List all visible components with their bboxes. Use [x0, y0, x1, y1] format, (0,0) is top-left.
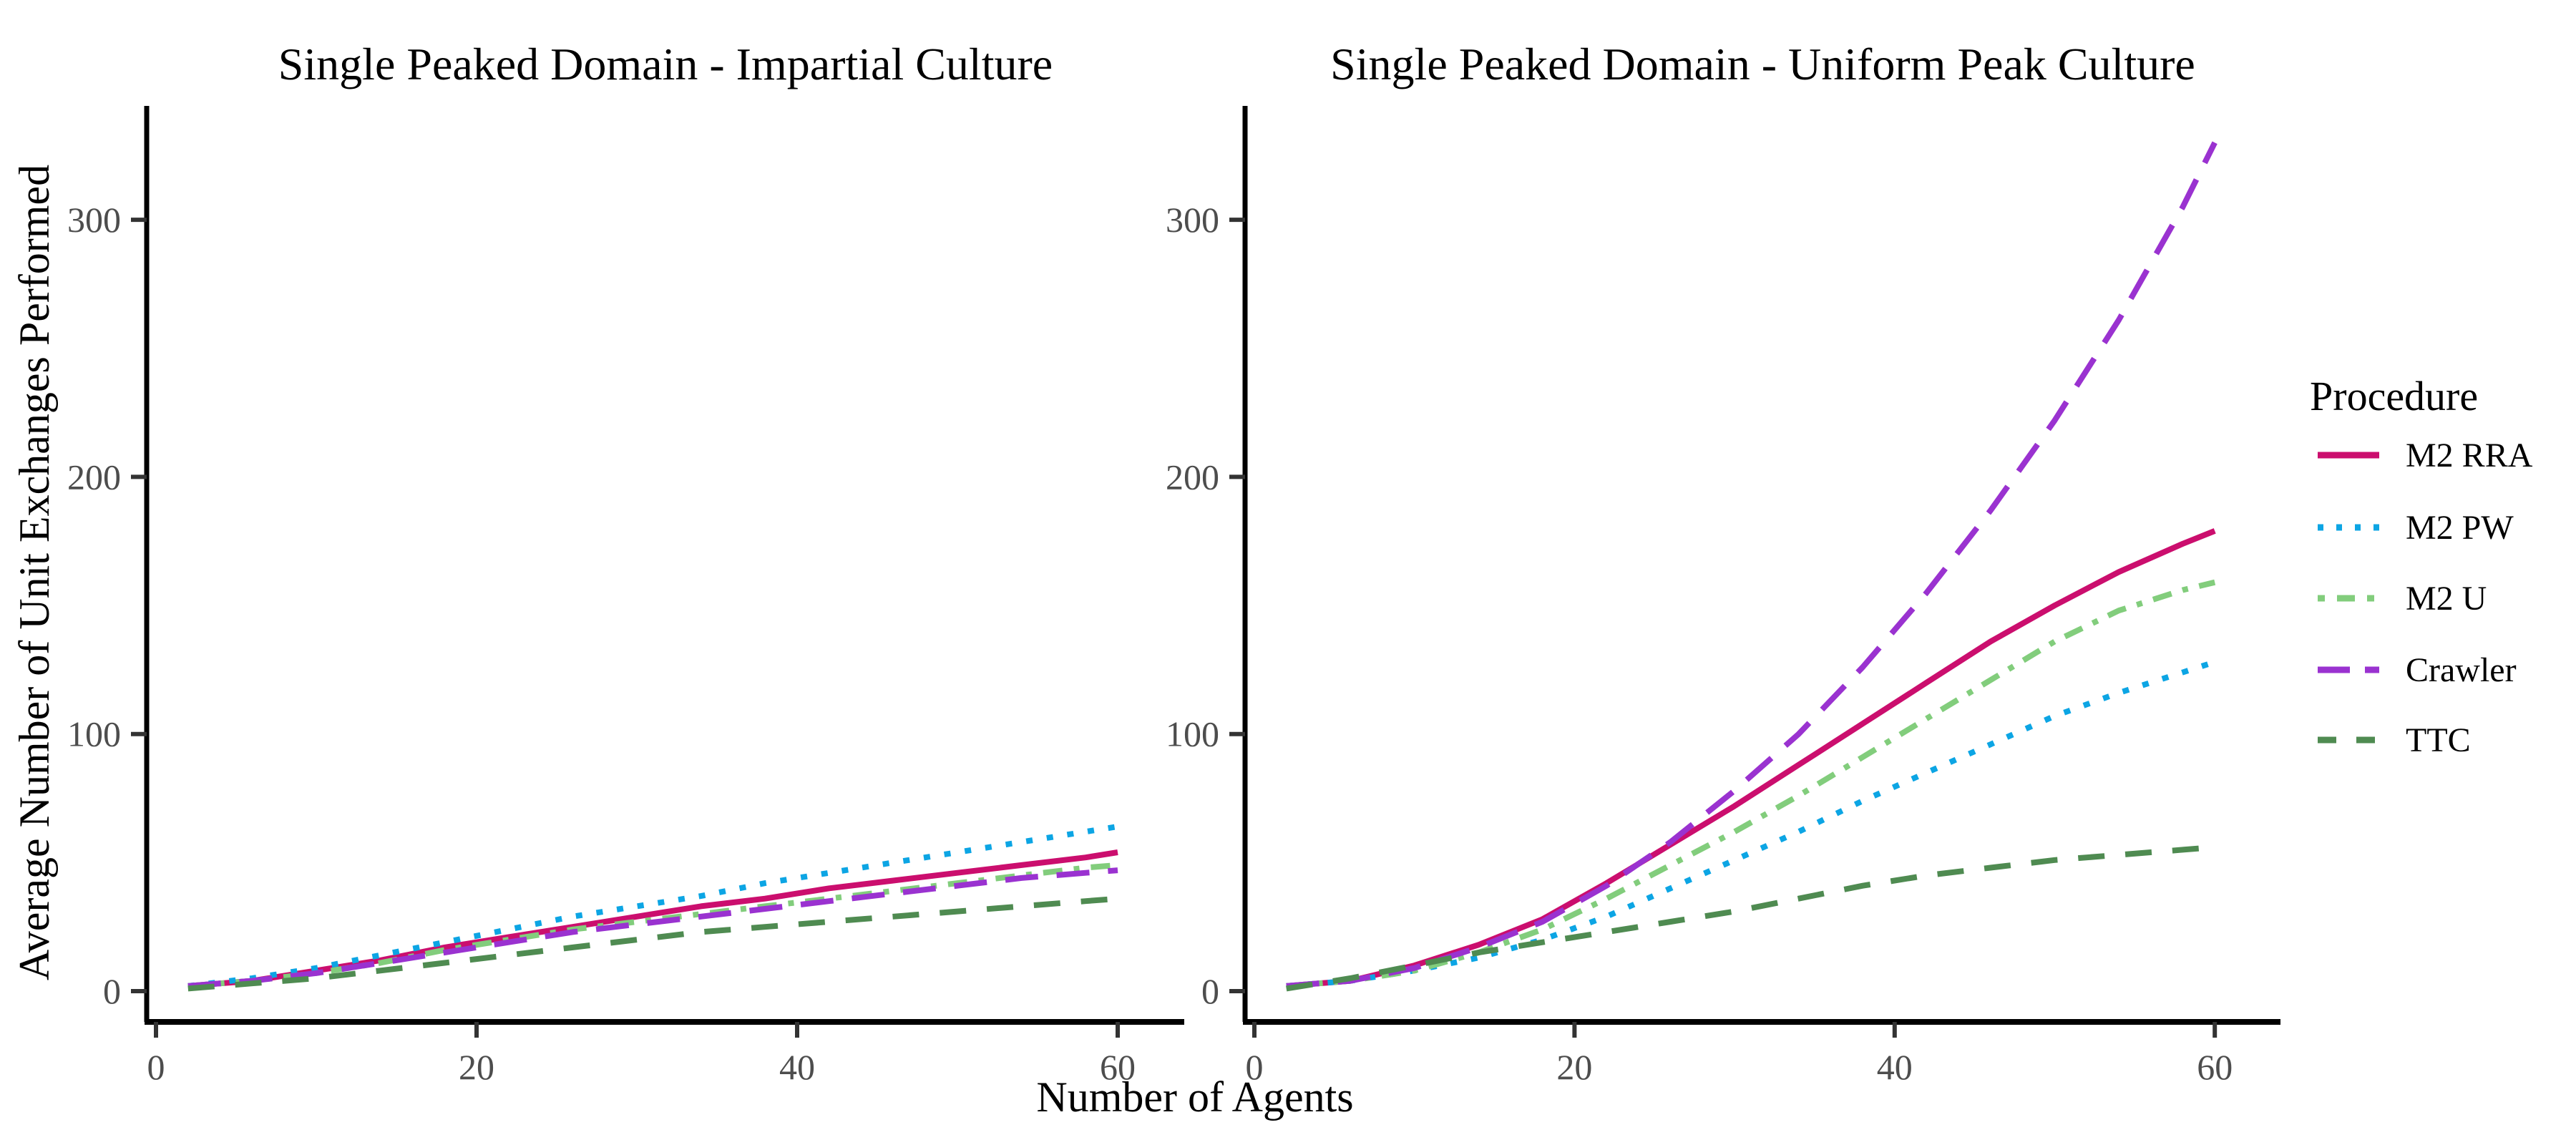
series-line-ttc [187, 895, 1118, 992]
x-tick-label: 40 [779, 1047, 815, 1087]
series-line-m2-pw [187, 824, 1118, 989]
x-tick-label: 0 [1246, 1047, 1264, 1087]
series-line-m2-rra [1286, 528, 2216, 989]
x-tick-label: 40 [1877, 1047, 1913, 1087]
y-tick-label: 300 [1166, 200, 1219, 240]
x-tick-label: 60 [1100, 1047, 1136, 1087]
y-tick-label: 200 [1166, 457, 1219, 497]
series-line-ttc [1286, 844, 2215, 992]
y-tick-label: 100 [1166, 714, 1219, 754]
series-line-m2-rra [187, 849, 1118, 989]
series-line-crawler [1286, 141, 2218, 989]
x-tick-label: 0 [147, 1047, 165, 1087]
panel-title-uniform-peak-culture: Single Peaked Domain - Uniform Peak Cult… [1330, 39, 2195, 89]
y-tick-label: 300 [67, 200, 121, 240]
y-tick-label: 0 [1201, 971, 1219, 1011]
series-line-m2-pw [1286, 659, 2216, 989]
x-axis-title: Number of Agents [1036, 1073, 1354, 1121]
series-line-m2-u [1286, 579, 2216, 989]
x-tick-label: 60 [2197, 1047, 2233, 1087]
x-tick-label: 20 [1556, 1047, 1592, 1087]
x-tick-label: 20 [459, 1047, 494, 1087]
series-line-crawler [187, 867, 1118, 989]
y-tick-label: 0 [103, 971, 121, 1011]
y-tick-label: 100 [67, 714, 121, 754]
panel-title-impartial-culture: Single Peaked Domain - Impartial Culture [278, 39, 1053, 89]
y-tick-label: 200 [67, 457, 121, 497]
